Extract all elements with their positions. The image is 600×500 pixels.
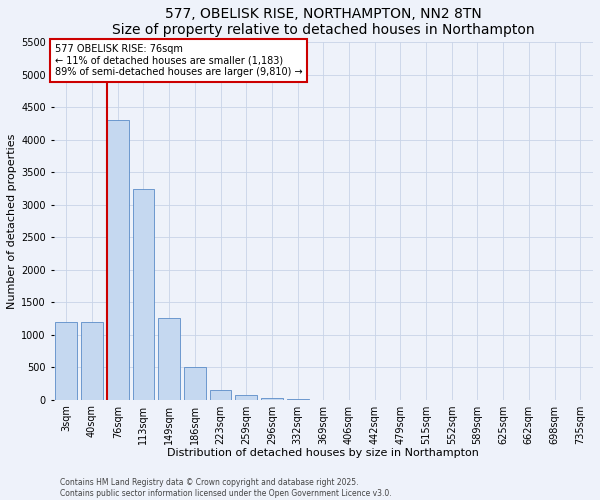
- Y-axis label: Number of detached properties: Number of detached properties: [7, 134, 17, 308]
- Bar: [55, 322, 77, 400]
- Bar: [133, 188, 154, 400]
- Bar: [209, 390, 232, 400]
- Bar: [184, 367, 206, 400]
- Bar: [107, 120, 128, 400]
- Bar: [261, 398, 283, 400]
- Bar: [158, 318, 180, 400]
- Text: Contains HM Land Registry data © Crown copyright and database right 2025.
Contai: Contains HM Land Registry data © Crown c…: [60, 478, 392, 498]
- Bar: [81, 322, 103, 400]
- Title: 577, OBELISK RISE, NORTHAMPTON, NN2 8TN
Size of property relative to detached ho: 577, OBELISK RISE, NORTHAMPTON, NN2 8TN …: [112, 7, 535, 37]
- X-axis label: Distribution of detached houses by size in Northampton: Distribution of detached houses by size …: [167, 448, 479, 458]
- Text: 577 OBELISK RISE: 76sqm
← 11% of detached houses are smaller (1,183)
89% of semi: 577 OBELISK RISE: 76sqm ← 11% of detache…: [55, 44, 302, 78]
- Bar: [235, 395, 257, 400]
